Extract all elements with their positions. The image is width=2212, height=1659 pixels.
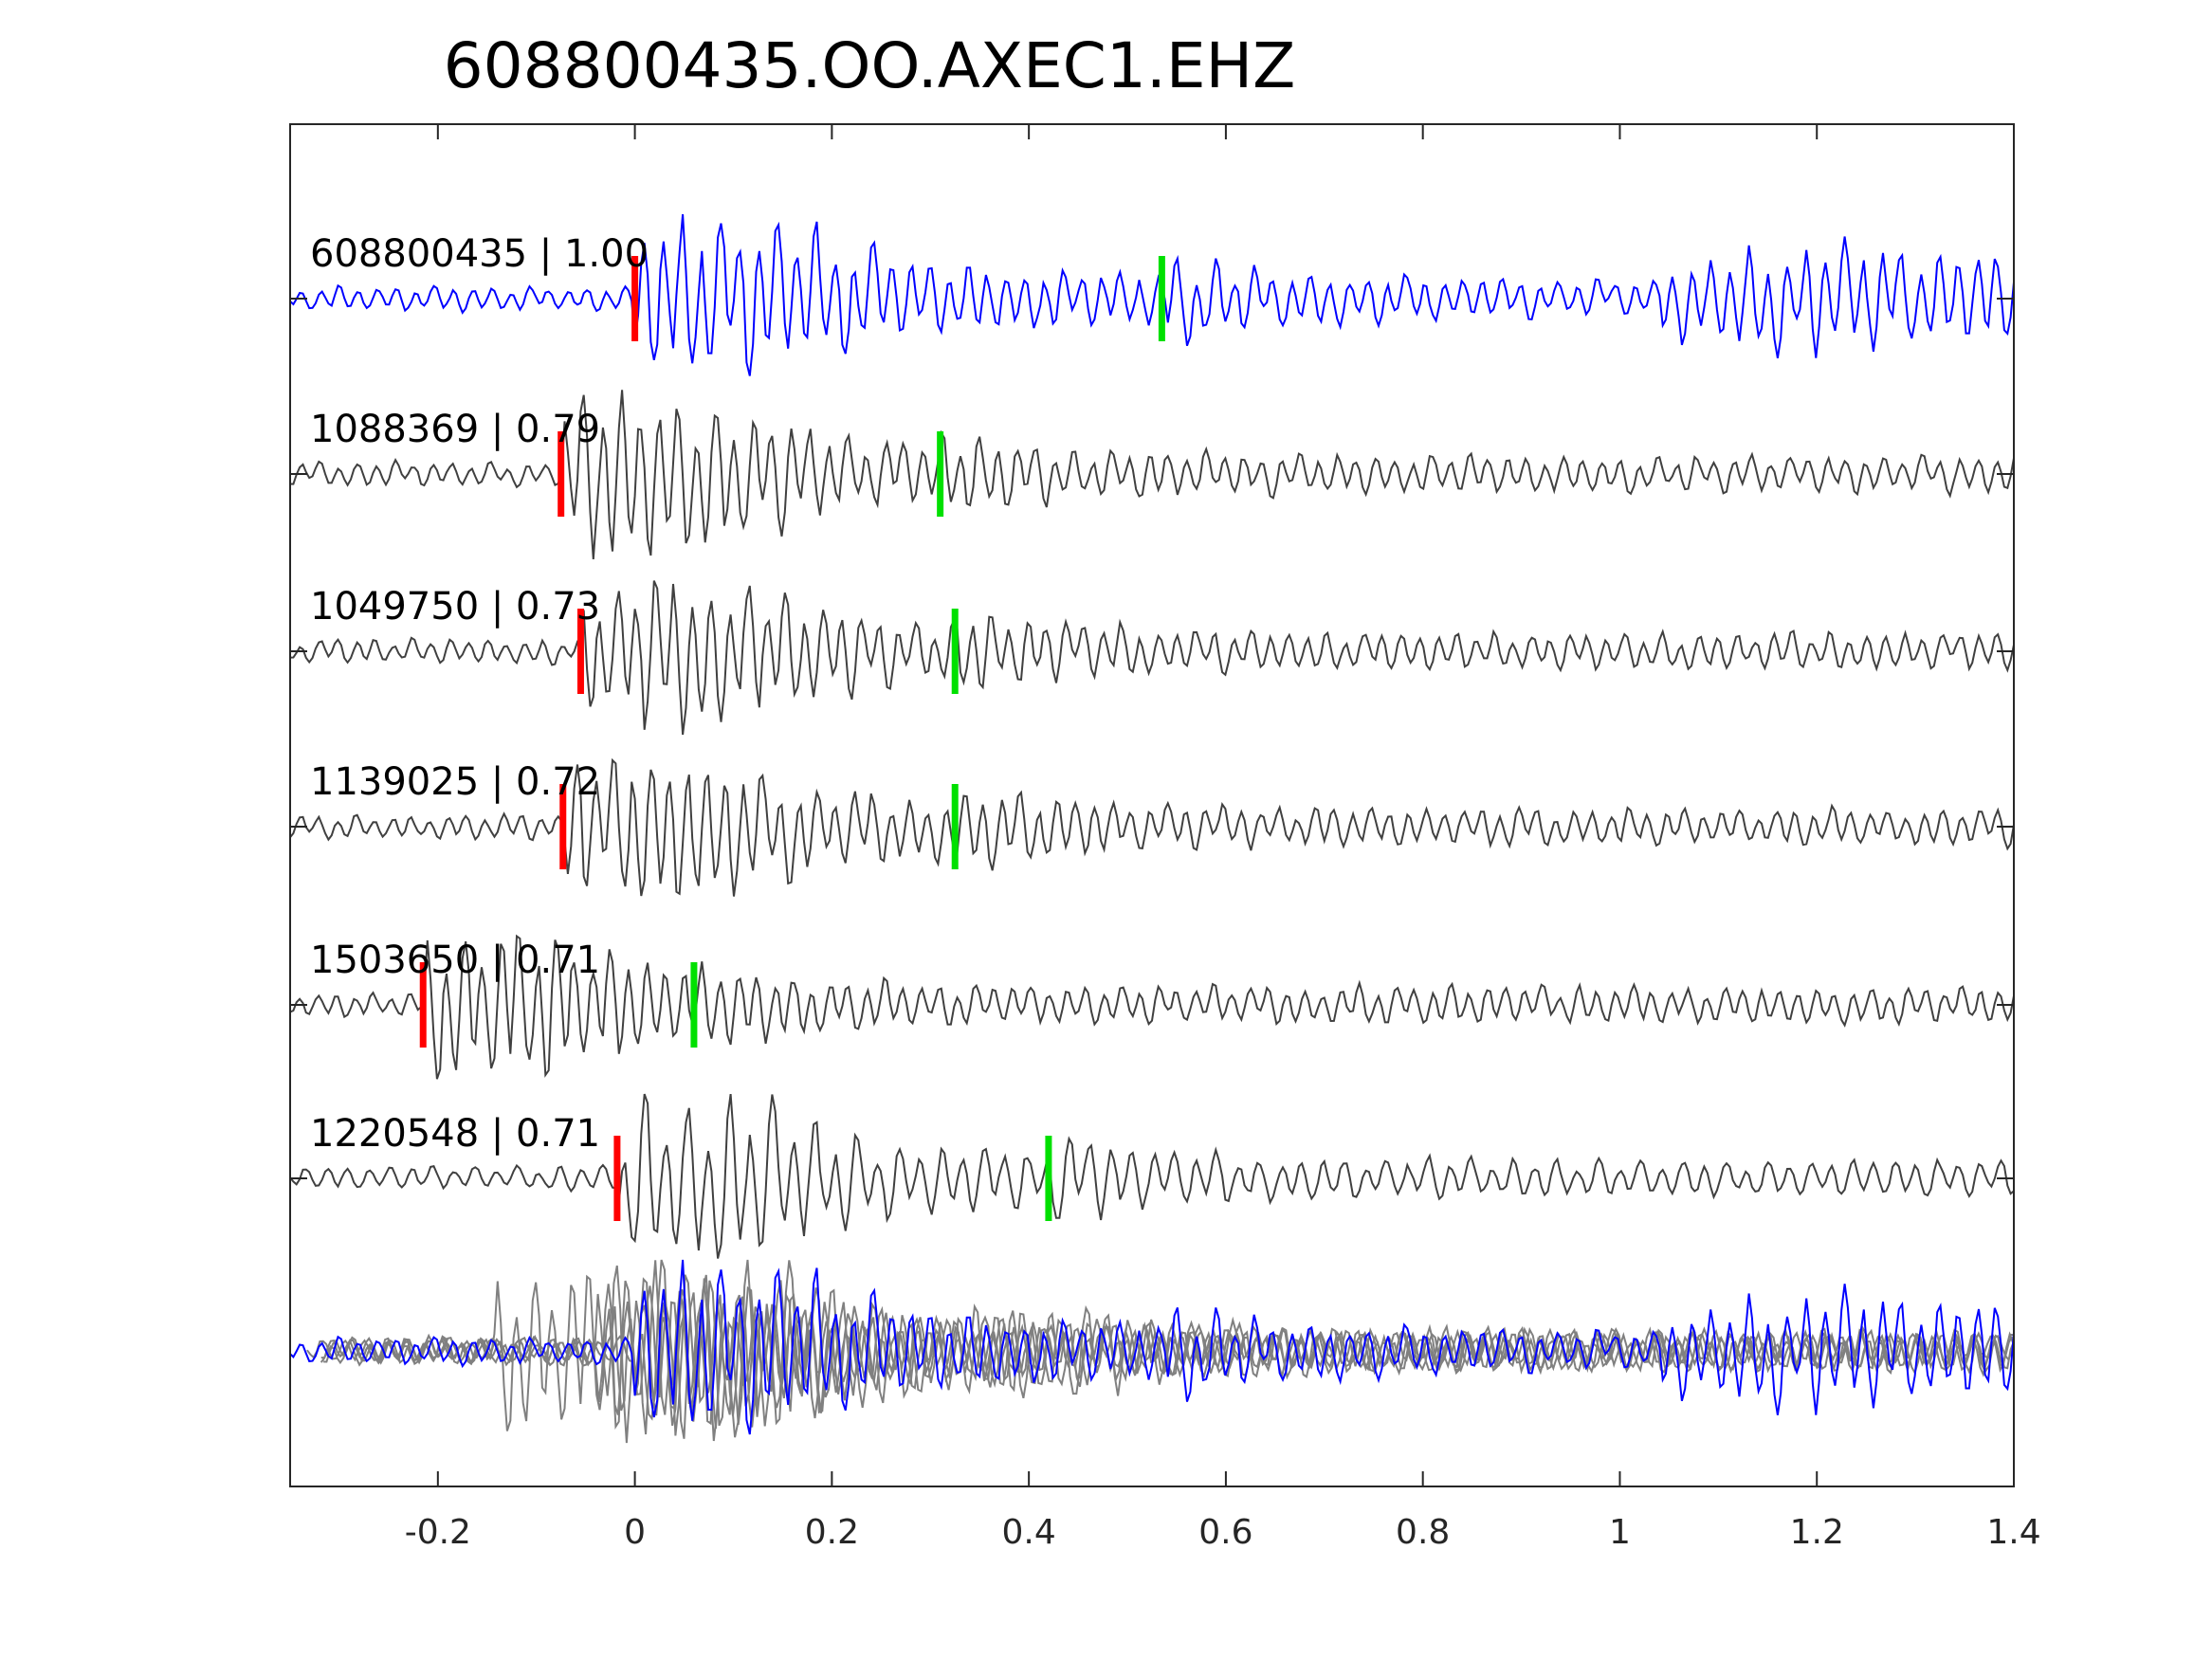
trace-5-waveform <box>289 1093 2015 1259</box>
x-axis-ticks: -0.2 0 0.2 0.4 0.6 0.8 1 1.2 1.4 <box>405 124 2041 1552</box>
trace-0-label: 608800435 | 1.00 <box>310 232 649 276</box>
overlay-trace-0 <box>289 1259 2015 1435</box>
overlay-trace-5 <box>306 1259 2013 1438</box>
x-tick-label-2: 0.2 <box>805 1513 859 1552</box>
trace-4-label: 1503650 | 0.71 <box>310 939 600 982</box>
x-tick-label-8: 1.4 <box>1986 1513 2040 1552</box>
plot-frame <box>289 123 2015 1487</box>
overlay-trace-4 <box>359 1274 2015 1431</box>
trace-3-waveform <box>289 757 2015 897</box>
x-tick-label-5: 0.8 <box>1396 1513 1450 1552</box>
x-tick-label-7: 1.2 <box>1790 1513 1844 1552</box>
x-tick-label-0: -0.2 <box>405 1513 471 1552</box>
trace-0-waveform <box>289 213 2015 376</box>
trace-labels: 608800435 | 1.00 1088369 | 0.79 1049750 | … <box>310 232 649 1156</box>
trace-3-label: 1139025 | 0.72 <box>310 760 600 804</box>
x-tick-label-6: 1 <box>1609 1513 1631 1552</box>
trace-1-label: 1088369 | 0.79 <box>310 408 600 451</box>
trace-2-label: 1049750 | 0.73 <box>310 585 600 629</box>
trace-1-waveform <box>289 390 2015 559</box>
x-tick-label-4: 0.6 <box>1198 1513 1252 1552</box>
traces-layer <box>289 213 2015 1259</box>
chart-title: 608800435.OO.AXEC1.EHZ <box>444 29 1296 102</box>
x-tick-label-3: 0.4 <box>1002 1513 1056 1552</box>
trace-4-waveform <box>289 934 2015 1080</box>
overlay-layer <box>289 1259 2015 1444</box>
x-tick-label-1: 0 <box>624 1513 646 1552</box>
picks-layer <box>419 256 1165 1221</box>
trace-5-label: 1220548 | 0.71 <box>310 1112 600 1156</box>
